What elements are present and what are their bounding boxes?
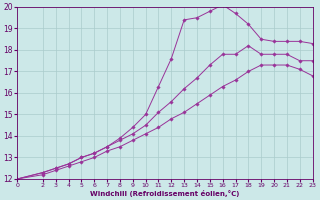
X-axis label: Windchill (Refroidissement éolien,°C): Windchill (Refroidissement éolien,°C) xyxy=(90,190,240,197)
